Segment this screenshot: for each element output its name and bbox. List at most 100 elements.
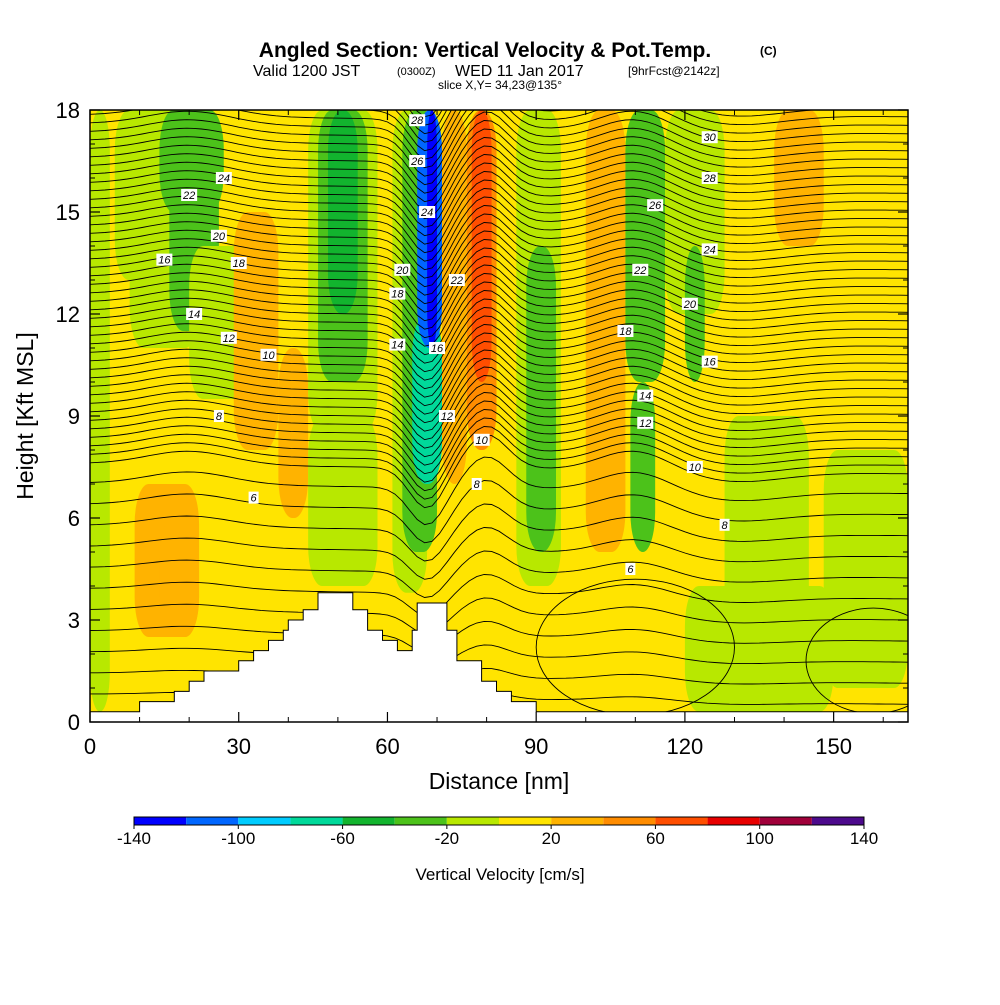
x-tick-label: 150: [815, 734, 852, 759]
velocity-cell: [233, 212, 279, 450]
theta-contour: [90, 188, 908, 262]
theta-contour: [90, 307, 908, 381]
x-tick-label: 60: [375, 734, 399, 759]
colorbar-swatch: [499, 817, 552, 825]
velocity-cell: [278, 348, 309, 518]
contour-label: 12: [223, 333, 235, 345]
contour-label-bg: [429, 342, 446, 354]
contour-label-bg: [448, 274, 465, 286]
velocity-cell: [427, 110, 438, 348]
y-tick-label: 0: [68, 710, 80, 735]
velocity-cell: [412, 314, 442, 484]
contour-label-bg: [719, 518, 730, 531]
theta-contour: [90, 324, 908, 398]
theta-contour: [90, 409, 908, 483]
contour-label: 30: [704, 132, 717, 144]
theta-contour: [90, 341, 908, 415]
theta-contour: [90, 417, 908, 492]
contour-label-bg: [181, 189, 198, 201]
contour-label-bg: [389, 287, 406, 300]
colorbar-tick-label: -60: [330, 829, 355, 848]
valid-date: WED 11 Jan 2017: [455, 63, 584, 80]
x-axis-label: Distance [nm]: [429, 768, 570, 794]
terrain: [89, 592, 909, 723]
theta-contour: [90, 128, 908, 203]
theta-contour: [90, 171, 908, 245]
contour-label: 24: [703, 244, 716, 256]
theta-contour: [90, 383, 908, 458]
contour-label-bg: [389, 338, 406, 351]
contour-label: 10: [262, 350, 275, 362]
theta-contour: [90, 281, 908, 356]
colorbar-swatch: [603, 817, 656, 825]
velocity-cell: [823, 450, 908, 688]
x-tick-label: 90: [524, 734, 548, 759]
contour-label: 16: [431, 343, 444, 355]
contour-label: 28: [703, 173, 717, 185]
contour-label: 22: [450, 275, 463, 287]
theta-contour: [90, 247, 908, 322]
contour-label-bg: [701, 131, 718, 144]
contour-label-bg: [637, 416, 654, 429]
theta-contour: [90, 120, 908, 194]
contour-label-bg: [686, 461, 703, 473]
theta-contour: [90, 349, 908, 424]
theta-contour: [90, 426, 908, 500]
contour-label: 6: [627, 564, 634, 576]
slice-label: slice X,Y= 34,23@135°: [438, 78, 562, 92]
theta-contour: [90, 205, 908, 279]
theta-contour: [90, 434, 908, 509]
theta-contour: [90, 527, 908, 580]
theta-contour: [90, 222, 908, 296]
colorbar-tick-label: 140: [850, 829, 878, 848]
velocity-cell: [684, 586, 834, 712]
contour-label-bg: [701, 355, 718, 368]
contour-label-bg: [632, 263, 649, 276]
velocity-cell: [471, 110, 492, 382]
colorbar-swatch: [655, 817, 708, 825]
colorbar-tick-label: -100: [221, 829, 255, 848]
contour-label: 12: [639, 418, 651, 430]
colorbar: -140 -100 -60 -20 20 60 100 140: [117, 816, 878, 848]
colorbar-swatch: [811, 817, 864, 825]
theta-contour: [90, 392, 908, 466]
theta-contour: [90, 358, 908, 432]
contour-label: 22: [633, 265, 646, 277]
contour-label: 20: [395, 265, 409, 277]
y-axis: 0 3 6 9 12 15 18: [56, 98, 908, 735]
x-tick-label: 30: [226, 734, 250, 759]
terrain-profile: [89, 592, 909, 723]
theta-contour: [90, 264, 908, 339]
contour-label-bg: [637, 389, 654, 402]
velocity-cell: [496, 110, 517, 620]
contour-label-bg: [409, 155, 426, 167]
contour-label-bg: [617, 325, 634, 337]
velocity-cell: [560, 110, 586, 688]
contour-label-bg: [681, 297, 698, 310]
x-axis: 0 30 60 90 120 150: [84, 110, 884, 759]
theta-contour: [90, 332, 908, 407]
colorbar-swatch: [707, 817, 760, 825]
colorbar-swatch: [394, 817, 447, 825]
contour-labels: 28 26 24 22 20 18 16 14 12 10 8 24 22 20 18 16 14 12 10 8 6 3…: [156, 114, 730, 576]
colorbar-swatch: [134, 817, 187, 825]
colorbar-tick-label: -20: [435, 829, 460, 848]
colorbar-swatch: [759, 817, 812, 825]
contour-label-bg: [215, 172, 232, 184]
theta-contour: [90, 273, 908, 347]
contour-label-bg: [248, 491, 259, 504]
colorbar-swatch: [238, 817, 291, 825]
y-tick-label: 6: [68, 506, 80, 531]
chart-title: Angled Section: Vertical Velocity & Pot.…: [259, 39, 711, 62]
valid-prefix: Valid 1200 JST: [253, 63, 361, 80]
contour-label: 18: [233, 258, 246, 270]
theta-contour: [90, 597, 908, 635]
theta-contour: [90, 366, 908, 441]
contour-label: 20: [683, 299, 697, 311]
contour-label-bg: [701, 243, 718, 256]
contour-label: 28: [410, 115, 424, 127]
colorbar-swatch: [186, 817, 239, 825]
y-tick-label: 18: [56, 98, 80, 123]
theta-contour: [90, 179, 908, 254]
contour-label-bg: [438, 410, 455, 422]
